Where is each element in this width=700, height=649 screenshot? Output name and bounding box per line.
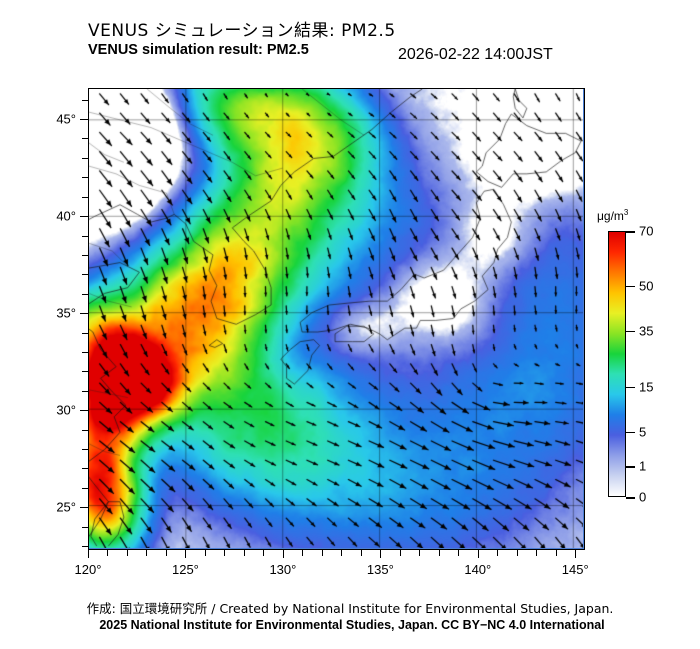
x-axis-tick <box>165 550 167 556</box>
colorbar-tick-label: 35 <box>639 323 654 339</box>
y-axis-tick <box>82 429 88 431</box>
colorbar-tick <box>626 431 635 434</box>
x-axis-tick <box>458 550 460 556</box>
x-axis-tick <box>224 550 226 556</box>
x-axis-label: 145° <box>561 562 589 577</box>
x-axis-tick <box>107 550 109 556</box>
y-axis-tick <box>82 390 88 392</box>
y-axis-tick <box>82 546 88 548</box>
x-axis-label: 120° <box>74 562 102 577</box>
x-axis-tick <box>204 550 206 556</box>
colorbar-tick <box>626 386 635 389</box>
y-axis-label: 45° <box>56 111 76 127</box>
pm25-concentration-field <box>89 89 583 548</box>
y-axis-tick <box>82 526 88 528</box>
x-axis-label: 140° <box>464 562 492 577</box>
x-axis-tick <box>88 550 89 558</box>
y-axis-tick <box>82 293 88 295</box>
colorbar-tick-label: 15 <box>639 379 654 395</box>
x-axis-tick <box>126 550 128 556</box>
colorbar-tick <box>626 466 635 468</box>
colorbar-tick <box>626 285 635 288</box>
x-axis-tick <box>516 550 518 556</box>
x-axis-tick <box>341 550 343 556</box>
footer-credit: 作成: 国立環境研究所 / Created by National Instit… <box>86 601 614 616</box>
page-title-english: VENUS simulation result: PM2.5 <box>88 42 309 58</box>
x-axis-tick <box>575 550 577 558</box>
y-axis-tick <box>82 371 88 373</box>
colorbar-unit-label: μg/m3 <box>597 208 628 223</box>
y-axis-tick <box>80 216 88 218</box>
y-axis-label: 40° <box>56 208 76 224</box>
colorbar-tick-label: 50 <box>639 278 654 294</box>
colorbar-tick-label: 70 <box>639 223 654 239</box>
y-axis-tick <box>82 352 88 353</box>
colorbar-unit-text: μg/m <box>597 209 624 223</box>
colorbar[interactable] <box>608 231 626 497</box>
page-title-japanese: VENUS シミュレーション結果: PM2.5 <box>88 21 396 41</box>
x-axis-tick <box>185 550 187 558</box>
x-axis-tick <box>146 550 148 556</box>
colorbar-unit-exponent: 3 <box>623 208 629 217</box>
x-axis-tick <box>321 550 323 556</box>
x-axis-tick <box>497 550 499 556</box>
y-axis-label: 25° <box>56 499 76 515</box>
footer-license: 2025 National Institute for Environmenta… <box>99 618 605 632</box>
colorbar-tick <box>626 231 635 233</box>
x-axis-tick <box>360 550 362 556</box>
y-axis-tick <box>82 274 88 276</box>
x-axis-tick <box>477 550 479 558</box>
pm25-map-plot[interactable] <box>88 88 585 550</box>
y-axis-tick <box>82 449 88 451</box>
colorbar-tick <box>626 330 635 333</box>
y-axis-tick <box>80 119 88 121</box>
y-axis-tick <box>80 507 88 509</box>
x-axis-tick <box>302 550 304 556</box>
colorbar-tick-label: 5 <box>639 424 647 440</box>
x-axis-tick <box>438 550 440 556</box>
y-axis-label: 35° <box>56 305 76 321</box>
y-axis-tick <box>82 196 88 198</box>
y-axis-tick <box>80 313 88 315</box>
colorbar-gradient <box>609 232 625 496</box>
y-axis-tick <box>80 410 88 412</box>
x-axis-label: 135° <box>366 562 394 577</box>
y-axis-tick <box>82 487 88 489</box>
x-axis-tick <box>263 550 265 556</box>
x-axis-tick <box>555 550 557 556</box>
x-axis-tick <box>282 550 284 558</box>
timestamp-label: 2026-02-22 14:00JST <box>398 46 553 63</box>
y-axis-tick <box>82 157 88 159</box>
y-axis-tick <box>82 99 88 101</box>
x-axis-label: 125° <box>171 562 199 577</box>
y-axis-tick <box>82 138 88 140</box>
y-axis-tick <box>82 235 88 237</box>
y-axis-tick <box>82 468 88 470</box>
y-axis-tick <box>82 332 88 334</box>
x-axis-tick <box>380 550 382 558</box>
x-axis-tick <box>399 550 401 556</box>
y-axis-label: 30° <box>56 402 76 418</box>
y-axis-tick <box>82 177 88 179</box>
y-axis-tick <box>82 254 88 256</box>
x-axis-tick <box>243 550 245 556</box>
colorbar-tick <box>626 497 635 499</box>
colorbar-tick-label: 1 <box>639 458 647 474</box>
colorbar-tick-label: 0 <box>639 489 647 505</box>
x-axis-label: 130° <box>269 562 297 577</box>
x-axis-tick <box>419 550 421 556</box>
x-axis-tick <box>536 550 538 556</box>
